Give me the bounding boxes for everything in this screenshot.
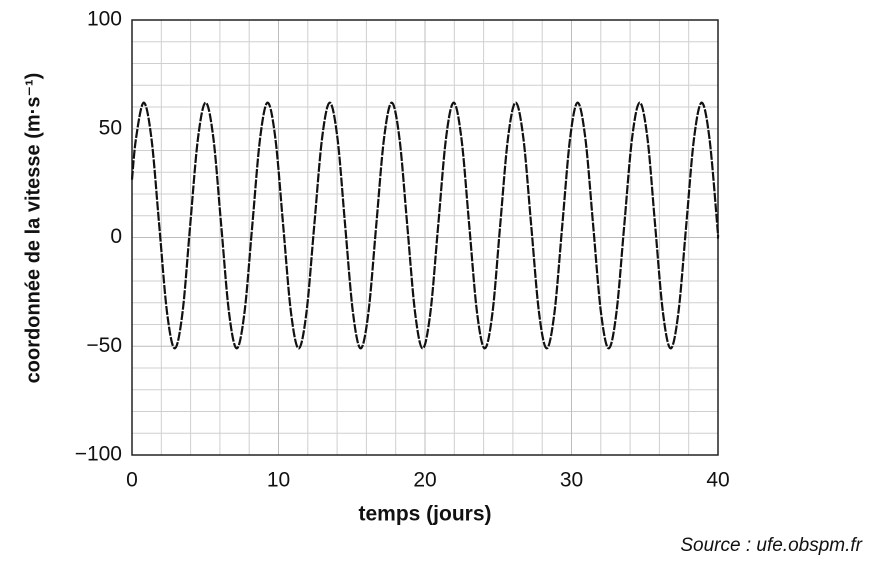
y-tick-label: 50	[99, 116, 122, 139]
velocity-curve	[130, 101, 720, 350]
y-tick-label: −50	[86, 334, 122, 357]
x-tick-label: 40	[706, 469, 729, 492]
x-tick-label: 20	[413, 469, 436, 492]
x-axis-label: temps (jours)	[358, 503, 491, 526]
y-tick-label: 0	[110, 225, 122, 248]
x-tick-label: 10	[267, 469, 290, 492]
y-tick-label: −100	[75, 443, 122, 466]
x-tick-label: 0	[126, 469, 138, 492]
x-tick-label: 30	[560, 469, 583, 492]
y-tick-label: 100	[87, 8, 122, 31]
y-axis-label: coordonnée de la vitesse (m·s⁻¹)	[22, 73, 44, 384]
source: Source : ufe.obspm.fr	[680, 535, 862, 556]
